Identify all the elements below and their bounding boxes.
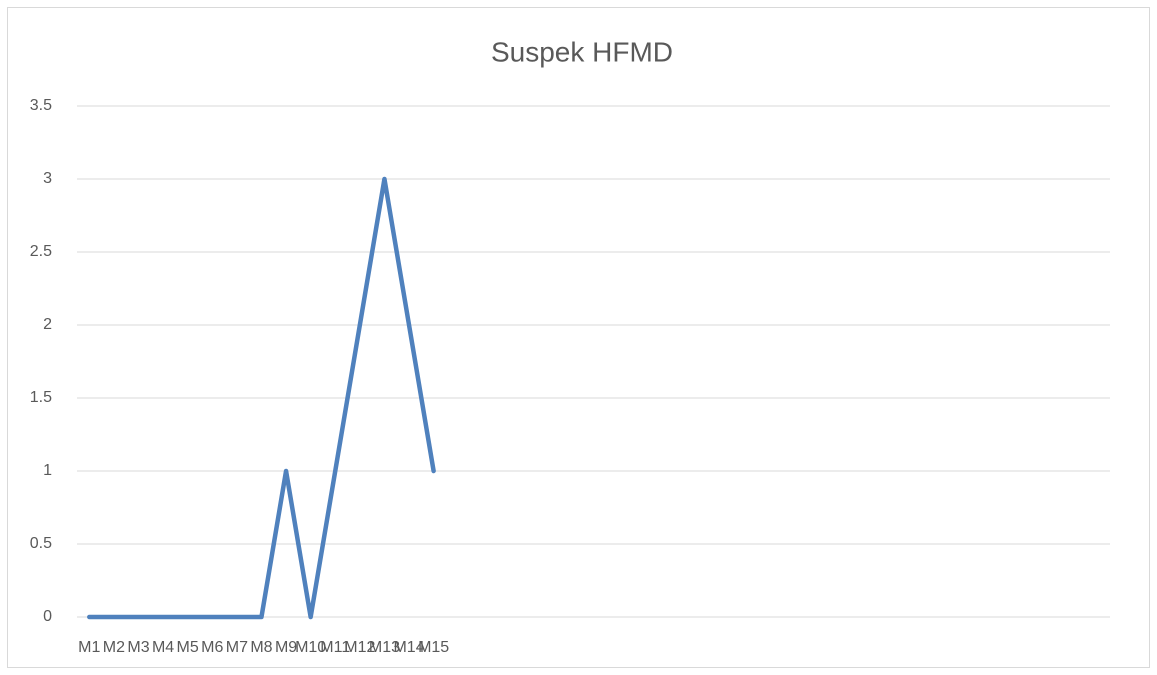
x-tick-label: M1	[78, 639, 100, 656]
x-tick-label: M8	[250, 639, 272, 656]
line-series	[87, 176, 436, 620]
x-tick-label: M4	[152, 639, 174, 656]
y-tick-label: 1	[43, 462, 52, 479]
x-tick-label: M3	[127, 639, 149, 656]
y-tick-label: 2	[43, 316, 52, 333]
x-tick-label: M10	[295, 639, 326, 656]
y-tick-label: 2.5	[30, 243, 52, 260]
x-tick-label: M11	[320, 639, 350, 656]
y-tick-label: 0	[43, 608, 52, 625]
chart-border	[7, 7, 1150, 668]
y-tick-label: 3	[43, 170, 52, 187]
x-tick-label: M6	[201, 639, 223, 656]
y-tick-label: 3.5	[30, 97, 52, 114]
x-tick-label: M9	[275, 639, 297, 656]
x-tick-label: M15	[418, 639, 449, 656]
x-tick-label: M5	[177, 639, 199, 656]
y-tick-label: 0.5	[30, 535, 52, 552]
x-tick-label: M14	[393, 639, 424, 656]
chart-title: Suspek HFMD	[491, 36, 673, 67]
x-tick-label: M13	[369, 639, 400, 656]
y-tick-label: 1.5	[30, 389, 52, 406]
x-tick-label: M2	[103, 639, 125, 656]
x-tick-label: M7	[226, 639, 248, 656]
x-tick-label: M12	[344, 639, 375, 656]
